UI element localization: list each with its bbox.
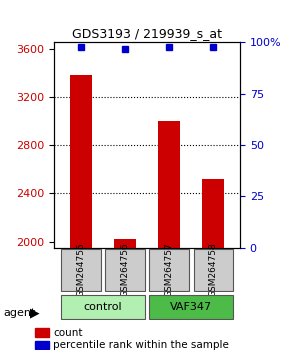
Bar [35,341,49,349]
FancyBboxPatch shape [105,249,145,291]
Text: count: count [53,327,82,338]
FancyBboxPatch shape [149,249,189,291]
Bar [114,239,136,248]
Text: VAF347: VAF347 [170,302,212,312]
FancyBboxPatch shape [61,295,145,319]
FancyBboxPatch shape [61,249,100,291]
FancyBboxPatch shape [194,249,233,291]
Text: percentile rank within the sample: percentile rank within the sample [53,340,229,350]
FancyBboxPatch shape [149,295,233,319]
Bar [158,121,180,248]
Bar [202,179,224,248]
Text: agent: agent [3,308,35,318]
Text: control: control [83,302,122,312]
Title: GDS3193 / 219939_s_at: GDS3193 / 219939_s_at [72,27,222,40]
Bar [35,328,49,337]
Text: GSM264757: GSM264757 [165,242,174,297]
Text: GSM264756: GSM264756 [120,242,129,297]
Text: GSM264758: GSM264758 [209,242,218,297]
Bar [70,75,92,248]
Text: ▶: ▶ [30,307,40,320]
Text: GSM264755: GSM264755 [76,242,85,297]
